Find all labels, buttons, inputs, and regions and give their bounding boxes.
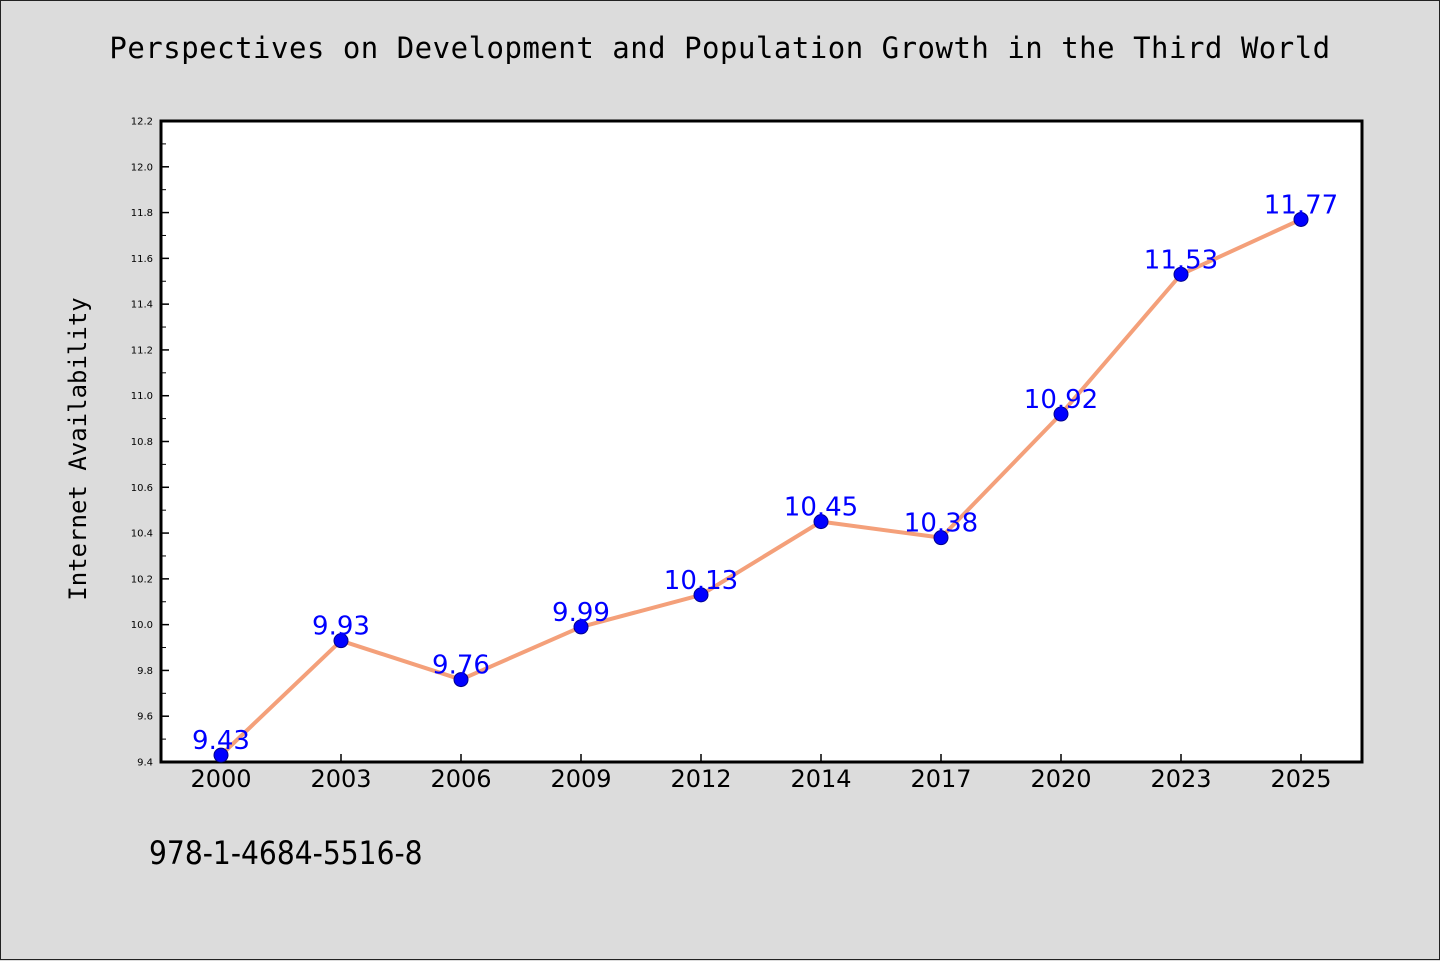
y-tick-label: 11.2 [131, 345, 153, 356]
chart-title: Perspectives on Development and Populati… [109, 31, 1331, 65]
data-label: 9.93 [312, 612, 370, 642]
isbn-text: 978-1-4684-5516-8 [149, 834, 423, 872]
y-tick-label: 10.2 [131, 574, 153, 585]
data-point [1293, 211, 1309, 227]
data-label: 9.43 [192, 726, 250, 756]
y-tick-label: 9.6 [137, 712, 153, 723]
series-line [219, 217, 1303, 758]
y-tick-label: 11.8 [131, 208, 153, 219]
data-point [213, 747, 229, 763]
data-point [933, 530, 949, 546]
y-tick-label: 10.0 [131, 620, 153, 631]
x-tick-label: 2000 [190, 765, 251, 793]
data-point [813, 514, 829, 530]
y-tick-label: 10.6 [131, 483, 153, 494]
data-point [333, 633, 349, 649]
data-label: 10.92 [1024, 385, 1098, 415]
y-tick-label: 9.4 [137, 758, 153, 769]
data-label: 9.99 [552, 598, 610, 628]
data-label: 11.53 [1144, 245, 1218, 275]
x-tick-label: 2012 [670, 765, 731, 793]
data-labels: 9.43 9.93 9.76 9.99 10.13 10.45 10.38 10.92 11.5… [192, 190, 1338, 756]
x-tick-label: 2020 [1030, 765, 1091, 793]
y-axis-label: Internet Availability [64, 297, 92, 600]
data-label: 10.45 [784, 493, 858, 523]
y-tick-label: 11.6 [131, 254, 153, 265]
data-series [213, 211, 1309, 763]
x-axis-ticks: 2000 2003 2006 2009 2012 2014 2017 2020 2023 2025 [190, 754, 1332, 793]
data-label: 10.38 [904, 509, 978, 539]
data-label: 11.77 [1264, 190, 1338, 220]
y-tick-label: 12.2 [131, 117, 153, 128]
data-point [1053, 406, 1069, 422]
data-label: 9.76 [432, 651, 490, 681]
y-tick-label: 10.8 [131, 437, 153, 448]
data-point [693, 587, 709, 603]
data-point [1173, 266, 1189, 282]
y-tick-label: 12.0 [131, 162, 153, 173]
x-tick-label: 2003 [310, 765, 371, 793]
y-tick-label: 9.8 [137, 666, 153, 677]
plot-area [159, 119, 1364, 764]
x-tick-label: 2025 [1270, 765, 1331, 793]
y-axis-ticks: 9.4 9.6 9.8 10.0 10.2 10.4 10.6 10.8 11.0 11.2 11.… [131, 117, 169, 769]
x-tick-label: 2014 [790, 765, 851, 793]
data-label: 10.13 [664, 566, 738, 596]
x-tick-label: 2017 [910, 765, 971, 793]
y-tick-label: 10.4 [131, 529, 153, 540]
x-tick-label: 2023 [1150, 765, 1211, 793]
data-point [453, 672, 469, 688]
y-tick-label: 11.4 [131, 300, 153, 311]
x-tick-label: 2009 [550, 765, 611, 793]
x-tick-label: 2006 [430, 765, 491, 793]
data-point [573, 619, 589, 635]
y-tick-label: 11.0 [131, 391, 153, 402]
